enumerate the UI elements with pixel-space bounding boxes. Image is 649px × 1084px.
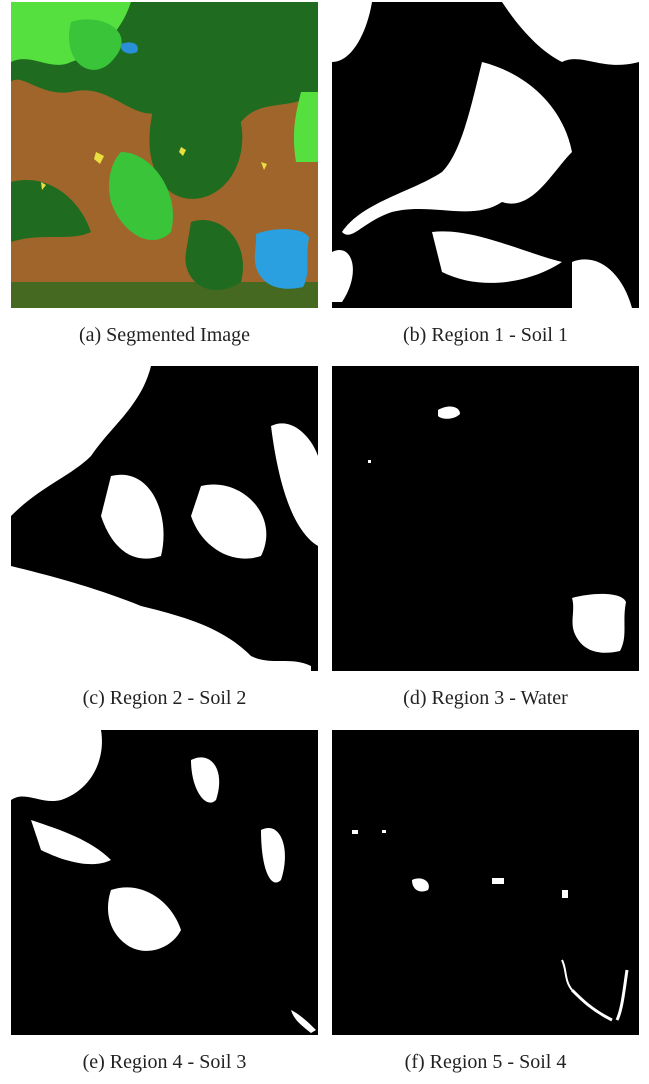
- panel: (c) Region 2 - Soil 2: [11, 366, 318, 710]
- panel: (b) Region 1 - Soil 1: [332, 2, 639, 347]
- panel: (f) Region 5 - Soil 4: [332, 730, 639, 1074]
- panel: (a) Segmented Image: [11, 2, 318, 347]
- caption: (c) Region 2 - Soil 2: [11, 687, 318, 710]
- figure: (a) Segmented Image (b) Region 1 - Soil …: [0, 0, 649, 1084]
- segmented-image: [11, 2, 318, 308]
- panel: (e) Region 4 - Soil 3: [11, 730, 318, 1074]
- caption: (f) Region 5 - Soil 4: [332, 1051, 639, 1074]
- mask-image: [11, 366, 318, 671]
- caption: (d) Region 3 - Water: [332, 687, 639, 710]
- caption: (a) Segmented Image: [11, 324, 318, 347]
- mask-image: [332, 2, 639, 308]
- mask-image: [332, 366, 639, 671]
- mask-image: [332, 730, 639, 1035]
- caption: (e) Region 4 - Soil 3: [11, 1051, 318, 1074]
- caption: (b) Region 1 - Soil 1: [332, 324, 639, 347]
- panel: (d) Region 3 - Water: [332, 366, 639, 710]
- mask-image: [11, 730, 318, 1035]
